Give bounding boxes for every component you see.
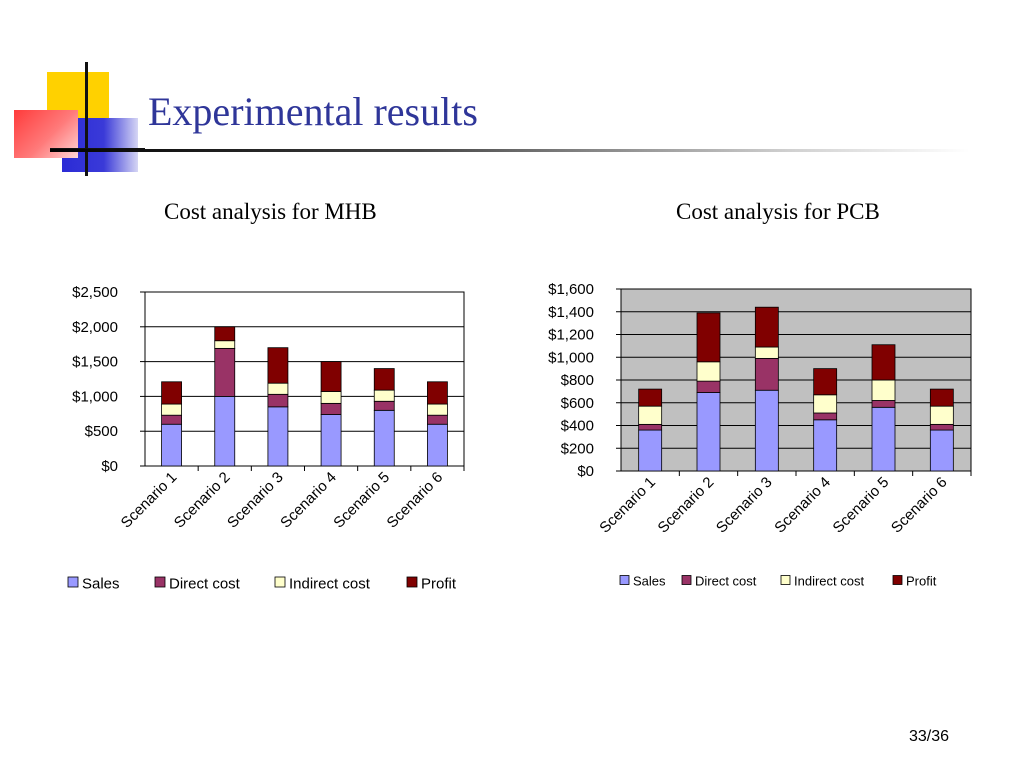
pcb-bar-profit [754, 306, 779, 348]
pcb-y-tick-label: $200 [561, 440, 594, 457]
pcb-bar-indirect-cost [813, 394, 838, 414]
mhb-bar-profit [373, 368, 395, 391]
pcb-bar-sales [754, 389, 779, 472]
decor-vertical-line [85, 62, 88, 176]
mhb-bar-profit [427, 381, 448, 405]
pcb-y-tick-label: $400 [561, 418, 594, 435]
pcb-legend-label: Sales [633, 574, 666, 589]
mhb-legend-swatch [274, 576, 286, 588]
mhb-bar-profit [214, 326, 236, 342]
pcb-bar-sales [638, 429, 663, 472]
pcb-bar-direct-cost [638, 423, 663, 431]
pcb-bar-indirect-cost [638, 405, 663, 425]
pcb-legend-swatch [892, 575, 903, 585]
pcb-bar-direct-cost [929, 423, 954, 431]
mhb-y-tick-label: $1,000 [72, 388, 118, 405]
pcb-legend-swatch [619, 575, 630, 585]
mhb-legend-label: Sales [82, 576, 120, 593]
mhb-bar-profit [161, 381, 182, 405]
title-underline [50, 149, 970, 152]
pcb-y-tick-label: $1,600 [548, 281, 594, 298]
pcb-legend-label: Direct cost [695, 574, 757, 589]
pcb-bar-profit [638, 388, 663, 407]
mhb-legend-swatch [67, 576, 79, 588]
mhb-chart-title: Cost analysis for MHB [164, 199, 377, 224]
slide-title: Experimental results [148, 89, 478, 134]
pcb-bar-indirect-cost [754, 346, 779, 359]
mhb-y-tick-label: $500 [85, 423, 118, 440]
pcb-bar-direct-cost [871, 400, 896, 408]
mhb-legend-label: Direct cost [169, 576, 241, 593]
pcb-y-tick-label: $1,200 [548, 327, 594, 344]
pcb-x-category-label: Scenario 5 [830, 474, 893, 537]
mhb-y-tick-label: $0 [101, 458, 118, 475]
pcb-y-tick-label: $600 [561, 395, 594, 412]
mhb-legend-label: Indirect cost [289, 576, 371, 593]
pcb-x-category-label: Scenario 2 [655, 474, 718, 537]
pcb-bar-sales [929, 429, 954, 472]
pcb-legend-label: Profit [906, 574, 937, 589]
pcb-x-category-label: Scenario 3 [713, 474, 776, 537]
pcb-x-category-label: Scenario 4 [771, 474, 834, 537]
pcb-bar-direct-cost [813, 412, 838, 421]
pcb-bar-direct-cost [754, 357, 779, 391]
pcb-legend-swatch [780, 575, 791, 585]
pcb-bar-profit [813, 368, 838, 396]
mhb-legend-swatch [154, 576, 166, 588]
mhb-legend-label: Profit [421, 576, 457, 593]
mhb-legend-swatch [406, 576, 418, 588]
pcb-legend-swatch [681, 575, 692, 585]
pcb-x-category-label: Scenario 1 [596, 474, 659, 537]
pcb-chart-title: Cost analysis for PCB [676, 199, 880, 224]
pcb-x-category-label: Scenario 6 [888, 474, 951, 537]
pcb-bar-indirect-cost [929, 405, 954, 425]
pcb-legend-label: Indirect cost [794, 574, 864, 589]
mhb-y-tick-label: $1,500 [72, 354, 118, 371]
mhb-y-tick-label: $2,500 [72, 284, 118, 301]
pcb-bar-sales [871, 406, 896, 472]
pcb-bar-profit [696, 312, 721, 363]
pcb-bar-profit [871, 344, 896, 381]
pcb-y-tick-label: $800 [561, 372, 594, 389]
pcb-bar-direct-cost [696, 380, 721, 393]
pcb-bar-profit [929, 388, 954, 407]
page-number: 33/36 [909, 728, 950, 745]
pcb-y-tick-label: $1,000 [548, 349, 594, 366]
pcb-bar-sales [813, 419, 838, 472]
mhb-bar-profit [320, 361, 342, 392]
pcb-bar-indirect-cost [871, 379, 896, 401]
pcb-y-tick-label: $0 [577, 463, 594, 480]
pcb-y-tick-label: $1,400 [548, 304, 594, 321]
mhb-y-tick-label: $2,000 [72, 319, 118, 336]
pcb-bar-indirect-cost [696, 361, 721, 382]
pcb-bar-sales [696, 392, 721, 472]
mhb-bar-profit [267, 347, 289, 384]
